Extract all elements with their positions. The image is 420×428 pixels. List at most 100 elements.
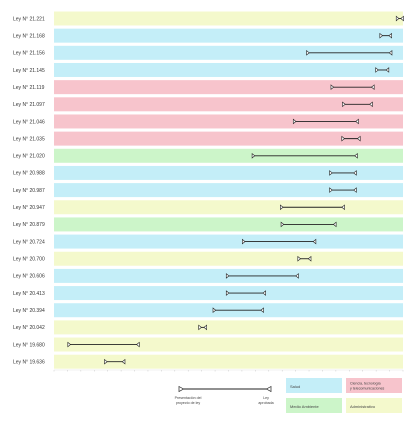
row-label: Ley N° 21.097 xyxy=(13,102,45,108)
row-label: Ley N° 21.156 xyxy=(13,51,45,57)
start-marker xyxy=(297,255,301,262)
end-marker xyxy=(357,135,361,142)
end-marker xyxy=(121,358,126,365)
chart-row: Ley N° 20.987 xyxy=(13,183,403,198)
chart-row: Ley N° 20.879 xyxy=(13,217,403,232)
chart-row: Ley N° 21.145 xyxy=(13,62,403,77)
row-label: Ley N° 20.947 xyxy=(13,205,45,211)
row-band xyxy=(54,114,403,129)
start-marker xyxy=(329,187,333,193)
end-marker xyxy=(312,238,317,245)
legend-start-label-2: proyecto de ley xyxy=(176,401,201,405)
chart-row: Ley N° 21.097 xyxy=(13,97,403,112)
start-marker xyxy=(280,221,285,228)
start-marker xyxy=(329,170,333,176)
start-marker xyxy=(330,84,335,90)
chart-row: Ley N° 20.700 xyxy=(13,251,403,266)
start-marker xyxy=(379,32,383,39)
start-marker xyxy=(225,273,230,279)
row-label: Ley N° 21.035 xyxy=(13,136,45,142)
end-marker xyxy=(136,341,140,348)
row-label: Ley N° 21.221 xyxy=(13,16,45,22)
end-marker xyxy=(341,204,345,211)
end-marker xyxy=(371,84,375,90)
legend-label-medio-ambiente: Medio Ambiente xyxy=(290,404,319,409)
legend-swatch-salud xyxy=(286,378,342,393)
end-marker xyxy=(353,187,357,193)
start-marker xyxy=(395,15,400,22)
end-marker xyxy=(307,255,312,262)
legend-swatch-ciencia xyxy=(346,378,402,393)
row-band xyxy=(54,131,403,146)
row-label: Ley N° 20.606 xyxy=(13,274,45,280)
row-band xyxy=(54,165,403,180)
end-marker xyxy=(385,67,390,73)
end-marker xyxy=(295,273,299,279)
row-band xyxy=(54,45,403,60)
end-marker xyxy=(388,49,393,56)
end-marker xyxy=(262,290,266,296)
row-label: Ley N° 21.168 xyxy=(13,33,45,39)
chart-row: Ley N° 20.394 xyxy=(13,303,403,318)
chart-row: Ley N° 20.413 xyxy=(13,286,403,301)
legend-end-marker xyxy=(265,385,272,393)
row-label: Ley N° 20.987 xyxy=(13,188,45,194)
chart-row: Ley N° 19.636 xyxy=(13,354,403,369)
start-marker xyxy=(251,152,256,159)
start-marker xyxy=(67,341,71,348)
start-marker xyxy=(242,238,246,245)
row-band xyxy=(54,148,403,163)
row-band xyxy=(54,11,403,26)
row-band xyxy=(54,183,403,198)
chart-row: Ley N° 20.988 xyxy=(13,165,403,180)
row-label: Ley N° 21.145 xyxy=(13,68,45,74)
row-label: Ley N° 21.020 xyxy=(13,154,45,160)
start-marker xyxy=(292,118,297,125)
legend: Presentación del proyecto de ley Ley apr… xyxy=(175,378,402,413)
chart-row: Ley N° 21.046 xyxy=(13,114,403,129)
row-label: Ley N° 20.042 xyxy=(13,325,45,331)
x-axis xyxy=(53,369,404,372)
row-band xyxy=(54,62,403,77)
start-marker xyxy=(341,135,345,142)
row-label: Ley N° 20.988 xyxy=(13,171,45,177)
row-band xyxy=(54,337,403,352)
row-label: Ley N° 20.724 xyxy=(13,239,45,245)
chart-row: Ley N° 21.221 xyxy=(13,11,404,26)
legend-swatch-medio-ambiente xyxy=(286,398,342,413)
row-band xyxy=(54,28,403,43)
row-label: Ley N° 19.680 xyxy=(13,342,45,348)
start-marker xyxy=(342,101,346,108)
chart-rows: Ley N° 21.221 Ley N° 21.168 Ley N° 21.156 L… xyxy=(13,11,404,369)
end-marker xyxy=(400,15,404,22)
chart-row: Ley N° 20.042 xyxy=(13,320,403,335)
row-band xyxy=(54,251,403,266)
row-label: Ley N° 20.700 xyxy=(13,257,45,263)
chart-row: Ley N° 21.035 xyxy=(13,131,403,146)
start-marker xyxy=(212,307,217,314)
end-marker xyxy=(353,170,357,176)
end-marker xyxy=(369,101,373,108)
end-marker xyxy=(354,152,358,159)
row-band xyxy=(54,97,403,112)
chart-row: Ley N° 20.606 xyxy=(13,268,403,283)
chart-row: Ley N° 21.119 xyxy=(13,80,403,95)
row-band xyxy=(54,320,403,335)
legend-swatch-administrativo xyxy=(346,398,402,413)
chart-row: Ley N° 21.020 xyxy=(13,148,403,163)
start-marker xyxy=(280,204,284,211)
row-label: Ley N° 20.879 xyxy=(13,222,45,228)
chart-row: Ley N° 21.168 xyxy=(13,28,403,43)
legend-end-label-1: Ley xyxy=(263,396,269,400)
end-marker xyxy=(203,324,207,331)
row-band xyxy=(54,234,403,249)
start-marker xyxy=(104,358,108,365)
chart-row: Ley N° 20.724 xyxy=(13,234,403,249)
legend-end-label-2: aprobada xyxy=(258,401,273,405)
chart-row: Ley N° 19.680 xyxy=(13,337,403,352)
row-label: Ley N° 20.413 xyxy=(13,291,45,297)
start-marker xyxy=(306,49,310,56)
row-band xyxy=(54,354,403,369)
row-label: Ley N° 20.394 xyxy=(13,308,45,314)
